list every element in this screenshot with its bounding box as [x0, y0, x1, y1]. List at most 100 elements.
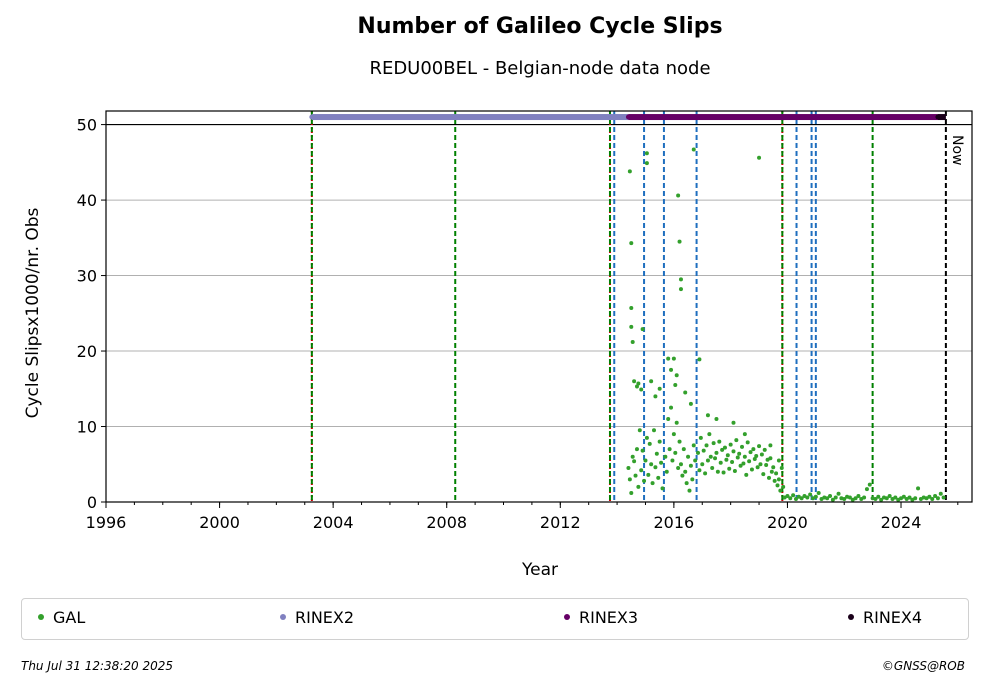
- data-point: [775, 483, 780, 488]
- data-point: [813, 494, 818, 499]
- x-tick-label: 2024: [881, 513, 922, 532]
- data-point: [705, 413, 710, 418]
- data-point: [887, 493, 892, 498]
- data-point: [696, 450, 701, 455]
- data-point: [629, 241, 634, 246]
- data-point: [669, 405, 674, 410]
- data-point: [630, 339, 635, 344]
- y-tick-label: 0: [87, 493, 97, 512]
- legend-label: RINEX3: [579, 608, 639, 627]
- legend: GAL RINEX2 RINEX3 RINEX4: [21, 598, 969, 640]
- data-point: [700, 462, 705, 467]
- x-tick-label: 2008: [426, 513, 467, 532]
- data-point: [768, 443, 773, 448]
- y-axis-label: Cycle Slipsx1000/nr. Obs: [23, 207, 43, 418]
- legend-entry-gal: GAL: [38, 608, 85, 627]
- data-point: [654, 451, 659, 456]
- data-point: [728, 442, 733, 447]
- data-point: [687, 488, 692, 493]
- data-point: [785, 493, 790, 498]
- data-point: [761, 472, 766, 477]
- data-point: [698, 435, 703, 440]
- legend-label: GAL: [53, 608, 86, 627]
- data-point: [627, 169, 632, 174]
- data-point: [740, 444, 745, 449]
- vertical-lines-layer: [310, 111, 947, 502]
- data-point: [681, 447, 686, 452]
- data-point: [752, 456, 757, 461]
- data-point: [697, 468, 702, 473]
- data-point: [697, 357, 702, 362]
- format-period-marker: [935, 114, 941, 120]
- x-tick-label: 2000: [199, 513, 240, 532]
- data-point: [691, 147, 696, 152]
- data-point: [633, 473, 638, 478]
- data-point: [664, 469, 669, 474]
- data-point: [649, 462, 654, 467]
- data-point: [808, 492, 813, 497]
- data-point: [670, 458, 675, 463]
- legend-marker-icon: [564, 613, 570, 620]
- data-point: [744, 472, 749, 477]
- data-point: [793, 496, 798, 501]
- data-point: [666, 416, 671, 421]
- data-point: [630, 454, 635, 459]
- data-point: [755, 465, 760, 470]
- data-point: [913, 496, 918, 501]
- data-point: [734, 438, 739, 443]
- data-point: [677, 439, 682, 444]
- data-point: [703, 471, 708, 476]
- data-point: [640, 448, 645, 453]
- data-point: [730, 459, 735, 464]
- data-point: [634, 447, 639, 452]
- y-tick-label: 50: [77, 116, 97, 135]
- data-point: [684, 481, 689, 486]
- data-point: [774, 471, 779, 476]
- data-point: [657, 439, 662, 444]
- format-period-rinex3: [628, 114, 938, 121]
- data-point: [876, 494, 881, 499]
- data-point: [674, 373, 679, 378]
- y-tick-label: 10: [77, 418, 97, 437]
- legend-marker-icon: [848, 613, 854, 620]
- data-point: [671, 356, 676, 361]
- data-point: [715, 469, 720, 474]
- data-point: [714, 416, 719, 421]
- data-point: [629, 306, 634, 311]
- data-point: [651, 428, 656, 433]
- data-point: [653, 394, 658, 399]
- data-point: [677, 239, 682, 244]
- data-point: [842, 496, 847, 501]
- data-point: [766, 475, 771, 480]
- data-point: [721, 470, 726, 475]
- data-point: [762, 447, 767, 452]
- chart-subtitle: REDU00BEL - Belgian-node data node: [369, 58, 711, 79]
- data-point: [632, 379, 637, 384]
- data-point: [836, 491, 841, 496]
- data-point: [717, 439, 722, 444]
- data-point: [714, 450, 719, 455]
- data-point: [713, 456, 718, 461]
- now-label: Now: [949, 135, 965, 166]
- data-point: [745, 440, 750, 445]
- y-tick-label: 20: [77, 342, 97, 361]
- data-point: [757, 444, 762, 449]
- data-point: [759, 452, 764, 457]
- data-point: [690, 477, 695, 482]
- data-point: [673, 383, 678, 388]
- data-point: [686, 454, 691, 459]
- data-point: [847, 495, 852, 500]
- data-point: [862, 495, 867, 500]
- data-point: [669, 367, 674, 372]
- data-point: [683, 390, 688, 395]
- data-point: [643, 458, 648, 463]
- format-period-rinex2: [311, 114, 629, 121]
- data-point: [791, 493, 796, 498]
- chart-title: Number of Galileo Cycle Slips: [357, 14, 723, 39]
- x-tick-label: 2012: [540, 513, 581, 532]
- data-point: [768, 456, 773, 461]
- data-point: [656, 475, 661, 480]
- data-point: [867, 482, 872, 487]
- footer-timestamp: Thu Jul 31 12:38:20 2025: [21, 659, 173, 673]
- data-point: [678, 277, 683, 282]
